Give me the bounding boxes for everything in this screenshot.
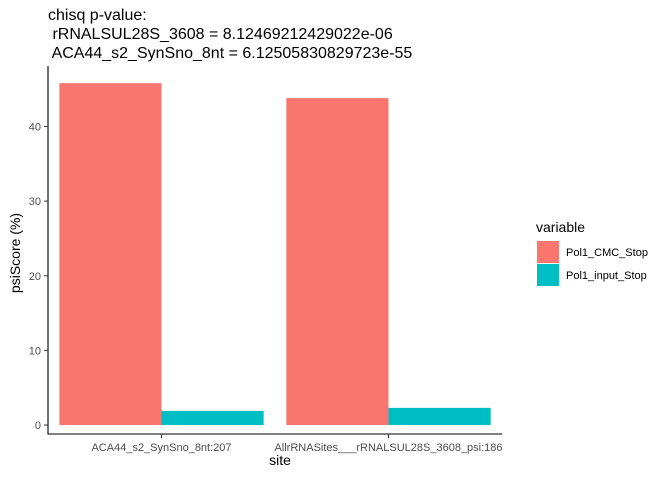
y-tick-label-3: 20 <box>29 271 41 283</box>
bar-1-1 <box>59 83 162 426</box>
title-line-1: chisq p-value: <box>48 7 147 24</box>
legend-swatch-1 <box>537 241 559 263</box>
y-tick-label-1: 0 <box>35 420 41 432</box>
x-axis-title: site <box>269 452 291 468</box>
y-ticks: 0 10 20 30 40 <box>29 121 48 432</box>
legend-label-2: Pol1_input_Stop <box>566 270 647 282</box>
legend: variable Pol1_CMC_Stop Pol1_input_Stop <box>536 219 648 286</box>
y-tick-label-5: 40 <box>29 121 41 133</box>
y-tick-label-4: 30 <box>29 196 41 208</box>
x-tick-label-2: AllrRNASites___rRNALSUL28S_3608_psi:186 <box>274 442 502 454</box>
legend-title: variable <box>536 219 585 235</box>
chart-title: chisq p-value: rRNALSUL28S_3608 = 8.1246… <box>48 7 412 62</box>
title-line-3: ACA44_s2_SynSno_8nt = 6.12505830829723e-… <box>48 45 412 62</box>
axes <box>47 66 502 435</box>
legend-label-1: Pol1_CMC_Stop <box>566 247 648 259</box>
y-tick-label-2: 10 <box>29 345 41 357</box>
bars <box>59 83 491 426</box>
title-line-2: rRNALSUL28S_3608 = 8.12469212429022e-06 <box>48 26 393 43</box>
legend-swatch-2 <box>537 264 559 286</box>
bar-2-1 <box>161 410 264 426</box>
y-axis-title: psiScore (%) <box>7 213 23 293</box>
x-tick-label-1: ACA44_s2_SynSno_8nt:207 <box>91 442 231 454</box>
bar-1-2 <box>286 98 389 426</box>
bar-2-2 <box>388 407 491 426</box>
x-ticks: ACA44_s2_SynSno_8nt:207 AllrRNASites___rR… <box>91 434 503 454</box>
